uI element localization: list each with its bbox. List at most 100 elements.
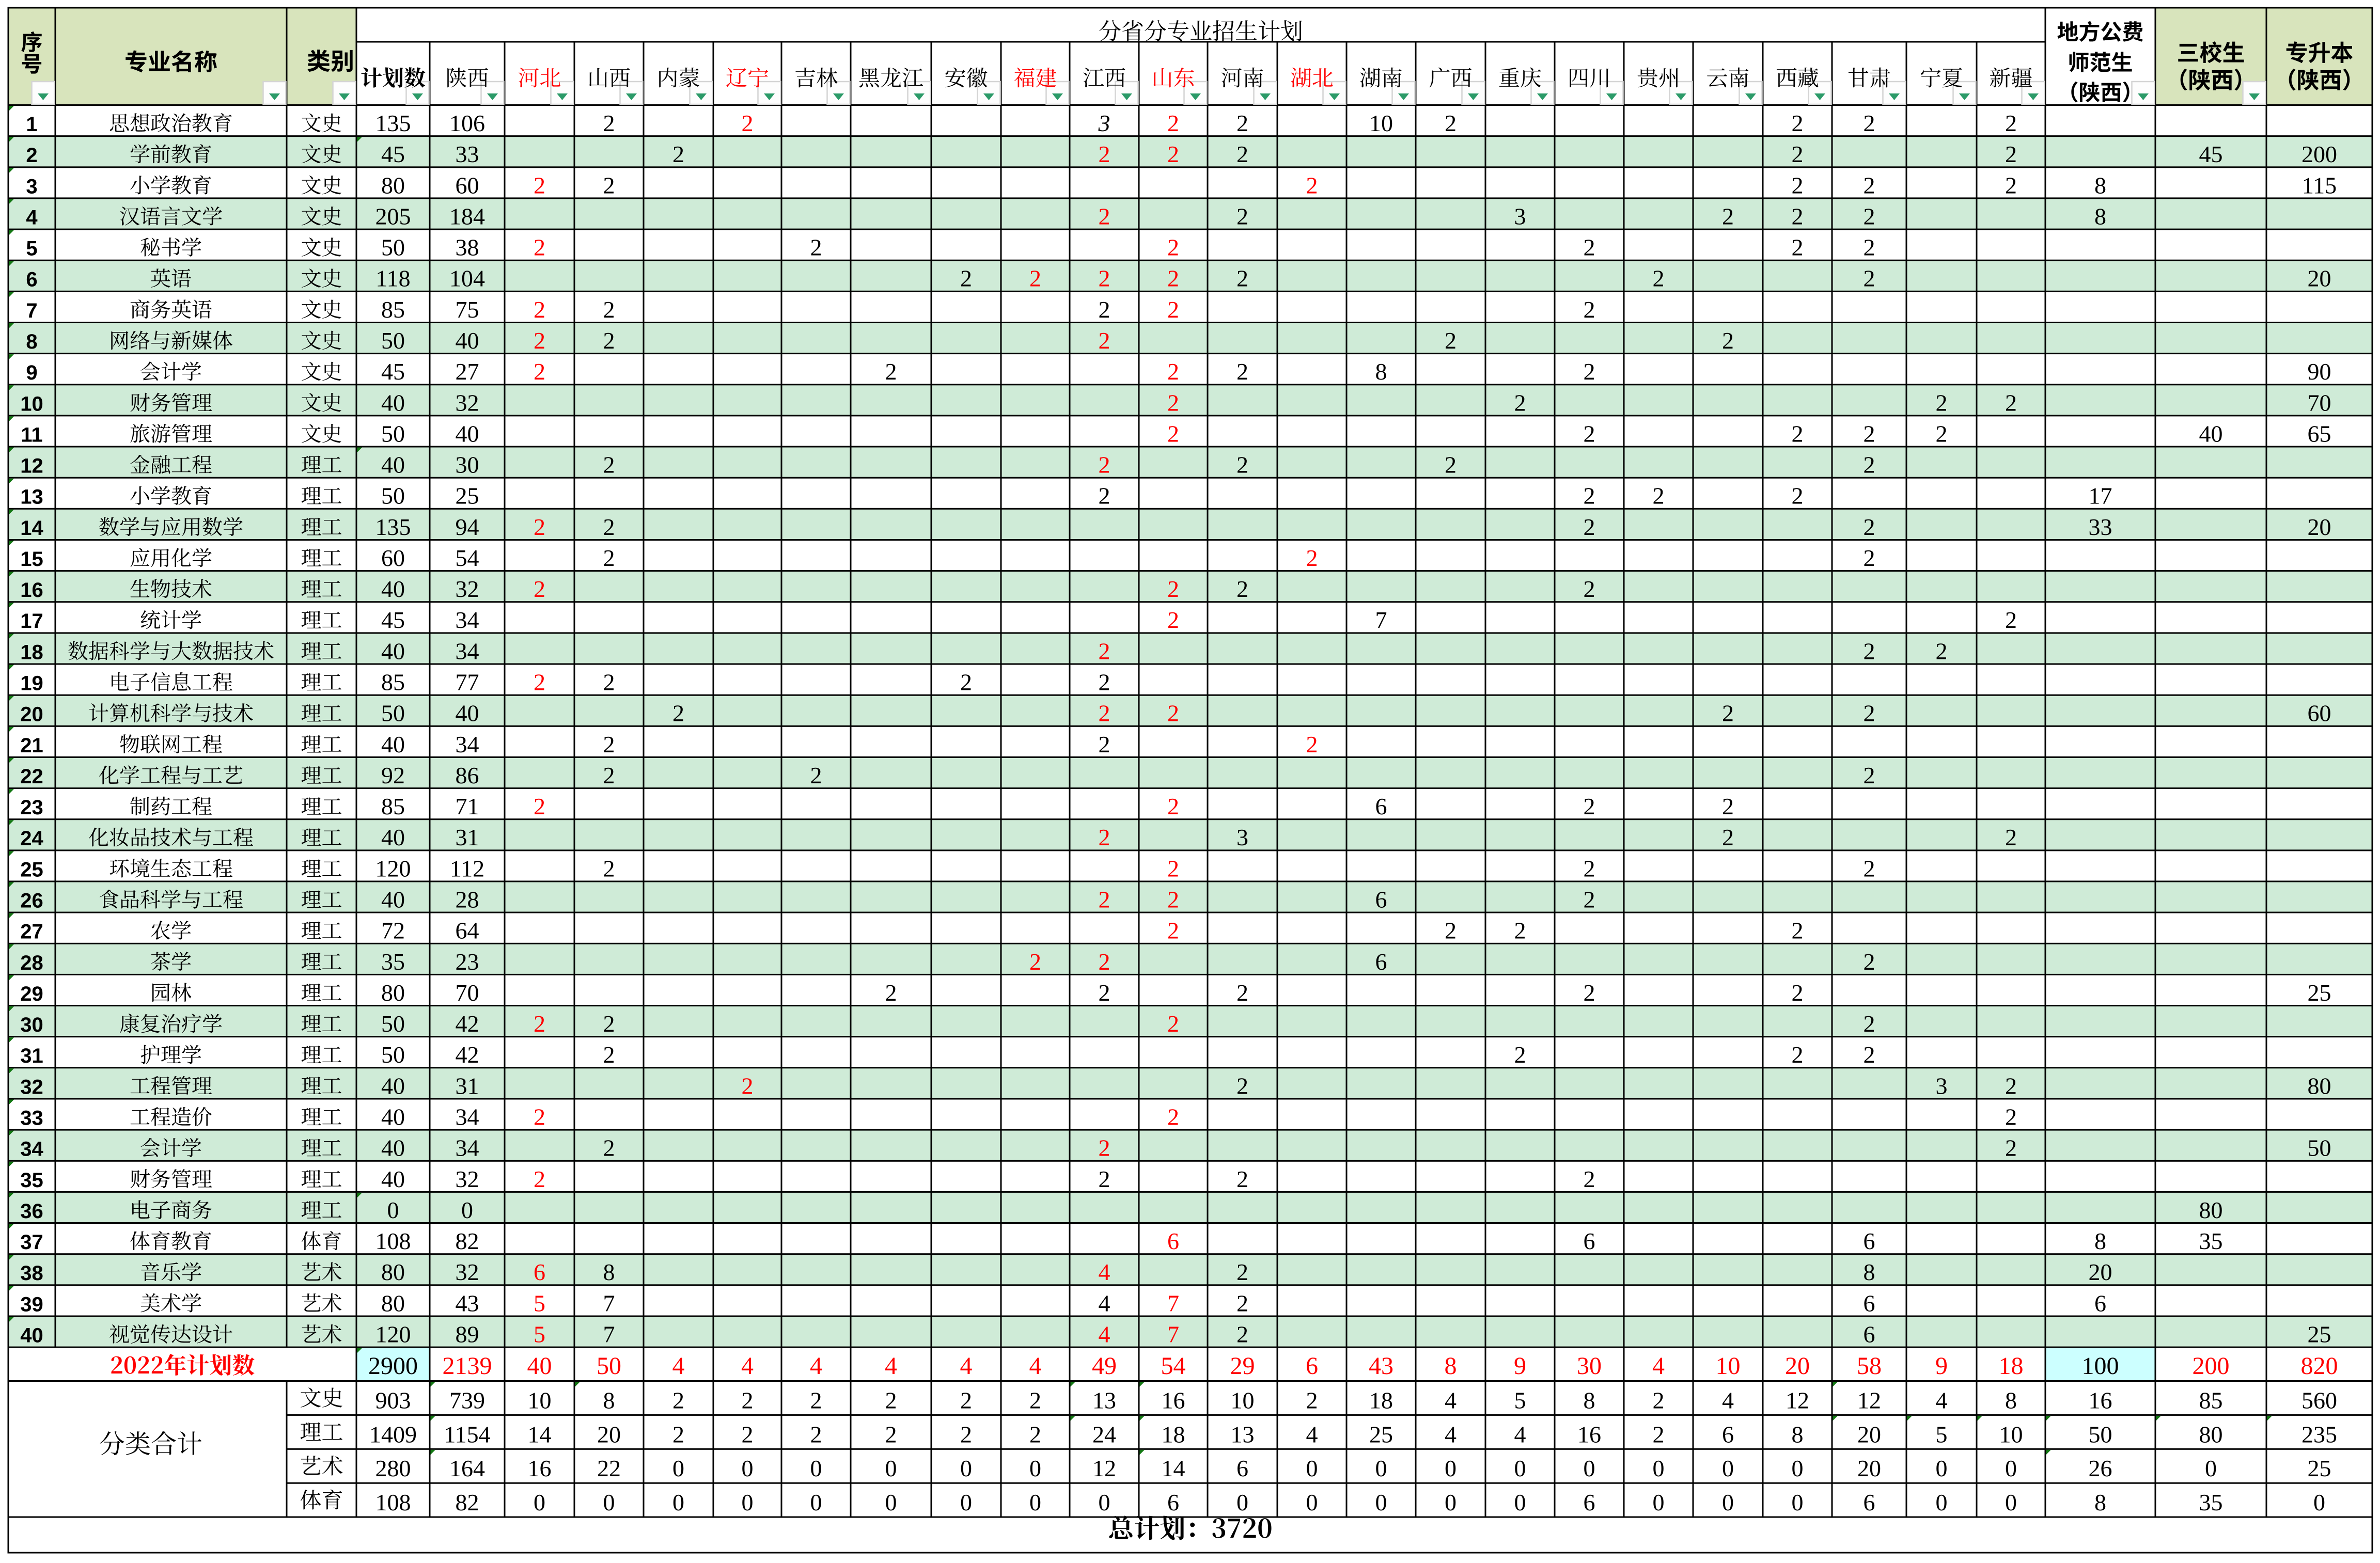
svg-text:2: 2 — [1167, 855, 1179, 881]
svg-text:85: 85 — [2199, 1387, 2223, 1413]
svg-text:9: 9 — [1514, 1352, 1526, 1380]
svg-text:50: 50 — [2089, 1421, 2112, 1447]
svg-text:2: 2 — [1584, 980, 1595, 1006]
svg-text:4: 4 — [960, 1352, 973, 1380]
svg-text:40: 40 — [456, 327, 479, 354]
svg-text:2: 2 — [1864, 638, 1875, 664]
svg-text:20: 20 — [597, 1421, 621, 1447]
svg-text:2: 2 — [810, 762, 822, 788]
svg-text:21: 21 — [20, 734, 43, 757]
svg-text:34: 34 — [456, 731, 479, 757]
svg-text:0: 0 — [960, 1455, 972, 1481]
svg-text:2: 2 — [1167, 1104, 1179, 1130]
svg-text:23: 23 — [456, 949, 479, 975]
svg-text:8: 8 — [2094, 1489, 2106, 1515]
svg-text:12: 12 — [1857, 1387, 1881, 1413]
svg-text:8: 8 — [2094, 203, 2106, 229]
svg-text:50: 50 — [381, 700, 405, 727]
svg-text:64: 64 — [456, 918, 479, 944]
svg-text:2: 2 — [810, 1387, 822, 1413]
svg-text:235: 235 — [2301, 1421, 2337, 1447]
svg-text:10: 10 — [1999, 1421, 2023, 1447]
svg-text:0: 0 — [742, 1489, 754, 1515]
svg-text:0: 0 — [534, 1489, 545, 1515]
svg-text:2: 2 — [810, 234, 822, 261]
svg-text:2: 2 — [2005, 172, 2017, 198]
svg-text:7: 7 — [26, 299, 37, 322]
svg-text:37: 37 — [20, 1231, 43, 1254]
svg-text:54: 54 — [1161, 1352, 1186, 1380]
svg-text:50: 50 — [597, 1352, 621, 1380]
svg-text:2: 2 — [1514, 918, 1526, 944]
svg-text:2: 2 — [534, 234, 545, 261]
svg-text:120: 120 — [375, 855, 411, 881]
svg-text:2: 2 — [534, 1104, 545, 1130]
svg-text:9: 9 — [1935, 1352, 1948, 1380]
svg-text:2: 2 — [1722, 327, 1734, 354]
svg-text:34: 34 — [456, 638, 479, 664]
svg-text:2: 2 — [534, 1166, 545, 1192]
svg-text:2: 2 — [1236, 141, 1248, 167]
svg-text:0: 0 — [1306, 1489, 1318, 1515]
svg-text:45: 45 — [381, 358, 405, 385]
svg-text:2: 2 — [1236, 980, 1248, 1006]
svg-text:205: 205 — [375, 203, 411, 229]
svg-text:2: 2 — [1236, 1321, 1248, 1348]
svg-text:18: 18 — [1369, 1387, 1393, 1413]
svg-text:2: 2 — [885, 980, 897, 1006]
svg-text:2: 2 — [1167, 793, 1179, 819]
svg-text:1: 1 — [26, 113, 37, 136]
svg-text:2: 2 — [2005, 110, 2017, 136]
svg-text:2: 2 — [1584, 1166, 1595, 1192]
svg-text:2: 2 — [885, 1421, 897, 1447]
svg-text:77: 77 — [456, 669, 479, 696]
svg-text:2: 2 — [1236, 1072, 1248, 1099]
svg-text:8: 8 — [2005, 1387, 2017, 1413]
svg-text:2: 2 — [1584, 887, 1595, 913]
svg-text:25: 25 — [456, 483, 479, 509]
svg-text:7: 7 — [1167, 1321, 1179, 1348]
svg-text:2: 2 — [1029, 1421, 1041, 1447]
svg-text:0: 0 — [960, 1489, 972, 1515]
svg-text:104: 104 — [449, 265, 485, 292]
svg-text:2: 2 — [1792, 918, 1804, 944]
svg-text:2: 2 — [2005, 607, 2017, 633]
svg-text:2: 2 — [603, 110, 615, 136]
svg-text:20: 20 — [1785, 1352, 1810, 1380]
svg-text:8: 8 — [1445, 1352, 1457, 1380]
svg-text:35: 35 — [2199, 1228, 2223, 1254]
svg-text:2: 2 — [1864, 762, 1875, 788]
svg-text:2: 2 — [534, 514, 545, 540]
svg-text:89: 89 — [456, 1321, 479, 1348]
svg-text:0: 0 — [1375, 1489, 1387, 1515]
svg-text:2900: 2900 — [368, 1352, 418, 1380]
svg-text:2: 2 — [1792, 483, 1804, 509]
svg-text:2: 2 — [534, 669, 545, 696]
svg-text:45: 45 — [2199, 141, 2223, 167]
svg-text:6: 6 — [1584, 1228, 1595, 1254]
svg-text:0: 0 — [1514, 1455, 1526, 1481]
svg-text:2: 2 — [1584, 855, 1595, 881]
svg-text:2: 2 — [534, 296, 545, 323]
svg-text:5: 5 — [1514, 1387, 1526, 1413]
svg-text:3: 3 — [1236, 824, 1248, 850]
svg-text:115: 115 — [2302, 172, 2337, 198]
svg-text:10: 10 — [1231, 1387, 1255, 1413]
svg-text:2: 2 — [2005, 141, 2017, 167]
svg-text:25: 25 — [2308, 1455, 2331, 1481]
svg-text:90: 90 — [2308, 358, 2331, 385]
svg-text:118: 118 — [375, 265, 410, 292]
svg-text:92: 92 — [381, 762, 405, 788]
svg-text:27: 27 — [456, 358, 479, 385]
svg-text:2: 2 — [603, 731, 615, 757]
svg-text:2: 2 — [534, 327, 545, 354]
svg-text:8: 8 — [603, 1387, 615, 1413]
svg-text:2: 2 — [672, 1421, 684, 1447]
svg-text:5: 5 — [534, 1290, 545, 1316]
svg-text:2: 2 — [1864, 855, 1875, 881]
svg-text:31: 31 — [456, 1072, 479, 1099]
svg-text:32: 32 — [20, 1076, 43, 1098]
svg-text:2: 2 — [960, 669, 972, 696]
svg-text:26: 26 — [2089, 1455, 2112, 1481]
svg-text:50: 50 — [381, 1041, 405, 1068]
